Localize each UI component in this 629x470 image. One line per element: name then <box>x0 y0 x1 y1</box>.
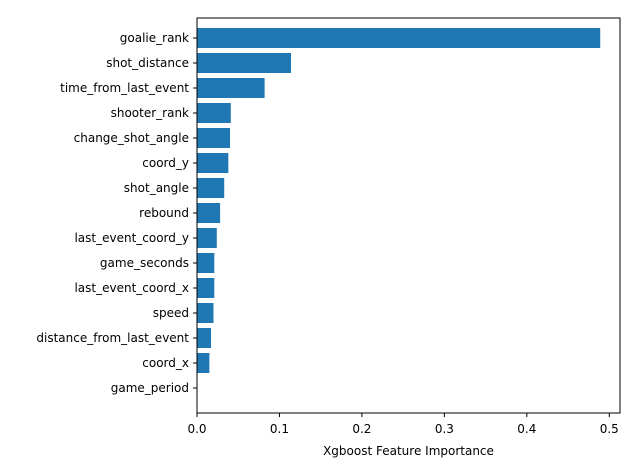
bar-speed <box>197 303 214 323</box>
bar-last-event-coord-y <box>197 228 217 248</box>
y-tick-label: game_seconds <box>100 256 189 270</box>
bar-change-shot-angle <box>197 128 230 148</box>
x-axis-label: Xgboost Feature Importance <box>323 444 494 458</box>
bar-shot-angle <box>197 178 225 198</box>
y-axis-ticks: goalie_rank shot_distance time_from_last_e… <box>36 31 197 395</box>
bar-coord-y <box>197 153 229 173</box>
bar-shooter-rank <box>197 103 231 123</box>
y-tick-label: goalie_rank <box>120 31 189 45</box>
y-tick-label: shot_distance <box>106 56 189 70</box>
y-tick-label: distance_from_last_event <box>36 331 189 345</box>
x-axis-ticks: 0.0 0.1 0.2 0.3 0.4 0.5 <box>187 413 619 436</box>
x-tick-label: 0.2 <box>352 422 371 436</box>
y-tick-label: rebound <box>139 206 189 220</box>
bar-rebound <box>197 203 221 223</box>
bar-distance-from-last-event <box>197 328 212 348</box>
bar-game-seconds <box>197 253 215 273</box>
bar-coord-x <box>197 353 210 373</box>
y-tick-label: shooter_rank <box>111 106 189 120</box>
x-tick-label: 0.0 <box>187 422 206 436</box>
y-tick-label: change_shot_angle <box>74 131 189 145</box>
y-tick-label: game_period <box>111 381 189 395</box>
x-tick-label: 0.3 <box>435 422 454 436</box>
x-tick-label: 0.5 <box>600 422 619 436</box>
y-tick-label: last_event_coord_x <box>74 281 189 295</box>
y-tick-label: shot_angle <box>124 181 189 195</box>
y-tick-label: time_from_last_event <box>60 81 189 95</box>
y-tick-label: last_event_coord_y <box>74 231 189 245</box>
y-tick-label: speed <box>153 306 189 320</box>
x-tick-label: 0.4 <box>517 422 536 436</box>
x-tick-label: 0.1 <box>270 422 289 436</box>
y-tick-label: coord_y <box>142 156 189 170</box>
bar-shot-distance <box>197 53 291 73</box>
bars-group <box>197 28 601 373</box>
plot-frame <box>196 17 621 414</box>
y-tick-label: coord_x <box>142 356 189 370</box>
bar-last-event-coord-x <box>197 278 215 298</box>
bar-time-from-last-event <box>197 78 265 98</box>
bar-goalie-rank <box>197 28 601 48</box>
